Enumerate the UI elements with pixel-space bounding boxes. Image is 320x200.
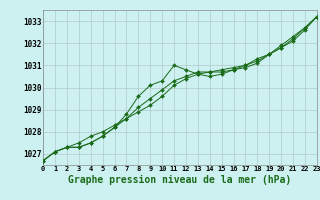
X-axis label: Graphe pression niveau de la mer (hPa): Graphe pression niveau de la mer (hPa) <box>68 175 292 185</box>
